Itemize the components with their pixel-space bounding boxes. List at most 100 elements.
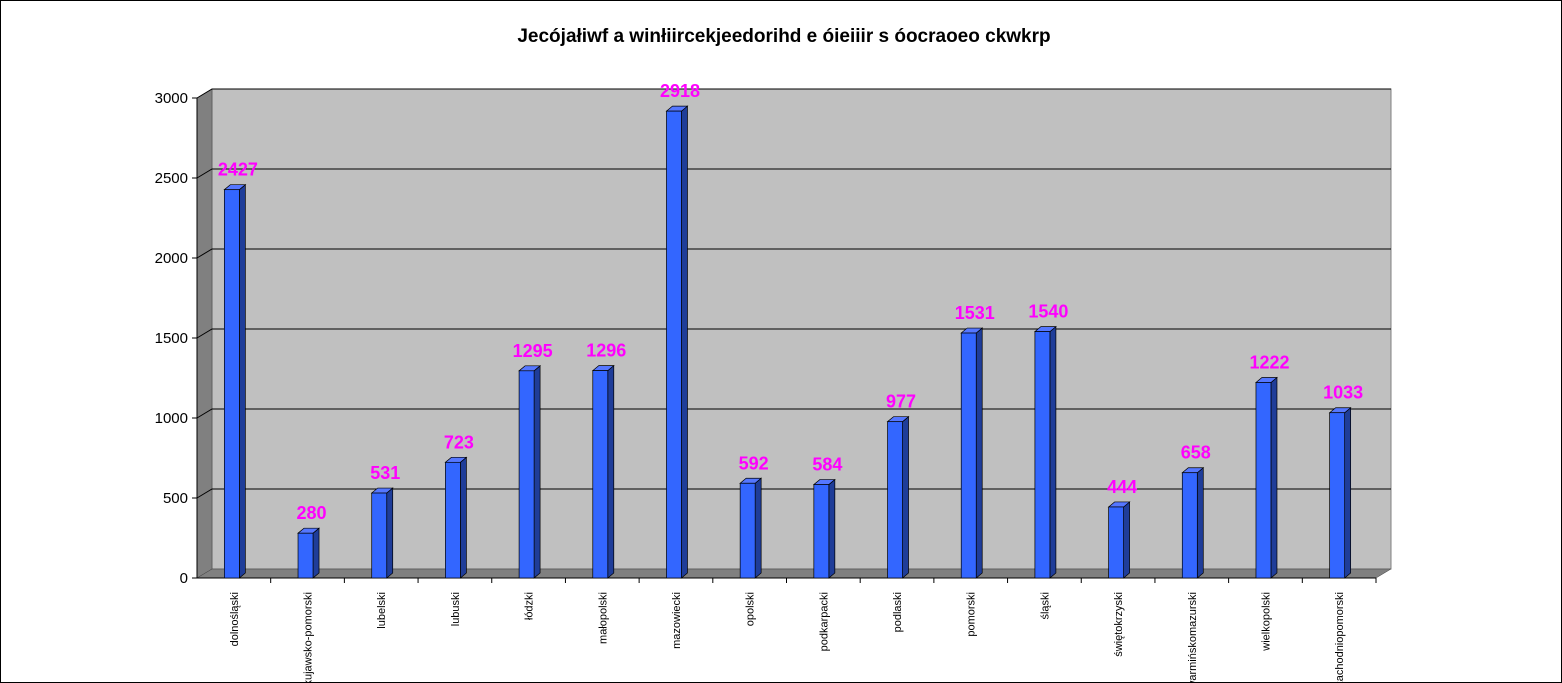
x-tick-label: mazowiecki [671,592,683,649]
bar-side [1049,325,1057,579]
data-label: 2427 [218,160,258,180]
bar-front [1108,506,1124,579]
bar-front [887,421,903,579]
data-label: 2918 [660,81,700,101]
x-tick-label: lubelski [376,592,388,629]
data-labels: 2427 280 531 723 1295 1296 2918 592 584 977 1531 15… [218,81,1363,523]
data-label: 1531 [955,303,995,323]
bar-side [975,327,983,579]
bar-side [1123,501,1130,579]
data-label: 1222 [1249,352,1289,372]
bar-front [592,370,609,579]
bar-side [238,183,246,579]
data-label: 1033 [1323,383,1363,403]
y-tick-label: 1500 [155,330,188,347]
data-label: 531 [370,463,400,483]
bar-front [666,110,682,579]
x-tick-label: łódzki [524,592,536,620]
bar [812,478,836,579]
bar [591,364,615,579]
data-label: 723 [444,432,474,452]
bar [223,183,247,579]
x-tick-label: podlaski [892,592,904,632]
bar-front [739,482,756,579]
x-tick-label: dolnośląski [229,592,241,646]
x-tick-label: kujawsko-pomorski [303,592,315,683]
gridline [196,168,1391,179]
x-tick-label: opolski [745,592,757,626]
y-axis-ticks: 0 500 1000 1500 2000 2500 3000 [155,90,197,587]
data-label: 1296 [586,341,626,361]
bar-side [902,415,909,579]
gridline [196,488,1391,499]
bar-front [371,492,388,579]
y-tick-label: 2500 [155,170,188,187]
gridline [196,408,1391,419]
bar [444,456,468,579]
bar [886,415,910,579]
y-tick-label: 2000 [155,250,188,267]
bar-side [460,456,467,579]
gridline [196,248,1391,259]
bar-front [297,532,314,579]
bar-front [223,189,240,579]
x-tick-label: pomorski [966,592,978,637]
bar-front [1329,412,1346,579]
chart-title: Jecójałiwf a winłiircekjeedorihd e óieii… [517,26,1050,47]
bar-side [533,365,541,579]
bar-front [518,370,535,579]
x-tick-label: wielkopolski [1260,592,1272,652]
bar [665,105,689,579]
data-label: 977 [886,392,916,412]
bar-front [1034,331,1051,579]
bar [1107,501,1131,579]
x-tick-label: lubuski [450,592,462,626]
x-tick-label: podkarpacki [818,592,830,651]
bar [1255,376,1278,579]
bar [1181,466,1205,579]
bar [960,327,984,579]
bar-side [681,105,688,579]
data-label: 444 [1107,477,1137,497]
bar-front [445,461,461,579]
x-tick-label: warmińskomazurski [1187,592,1199,683]
bar [518,365,542,579]
y-tick-label: 500 [163,490,188,507]
bar-front [1181,472,1198,579]
bar-front [813,484,830,579]
bar-side [312,527,320,579]
x-axis-ticks: dolnośląski kujawsko-pomorski lubelski lubu… [229,578,1377,683]
x-tick-label: zachodniopomorski [1334,592,1346,683]
y-tick-label: 1000 [155,410,188,427]
bar [297,527,320,579]
x-tick-label: małopolski [597,592,609,644]
x-tick-label: świętokrzyski [1113,592,1125,657]
bars [223,105,1352,579]
bar [1328,406,1352,579]
y-tick-label: 0 [180,570,188,587]
gridline [196,88,1391,99]
data-label: 1295 [513,341,553,361]
bar [739,477,763,579]
data-label: 1540 [1028,302,1068,322]
bar-side [386,487,394,579]
bar-side [754,477,762,579]
bar-front [960,332,977,579]
data-label: 584 [812,455,842,475]
bar [370,487,394,579]
data-label: 592 [739,453,769,473]
bar-side [1344,406,1352,579]
bar-side [1196,466,1204,579]
x-tick-label: śląski [1039,592,1051,620]
y-tick-label: 3000 [155,90,188,107]
bar-side [1270,376,1278,579]
bar-side [828,478,836,579]
bar [1033,325,1057,579]
bar-side [607,364,615,579]
data-label: 280 [297,503,327,523]
data-label: 658 [1181,443,1211,463]
gridline [196,328,1391,339]
gridlines [196,88,1391,499]
bar-front [1255,382,1272,579]
